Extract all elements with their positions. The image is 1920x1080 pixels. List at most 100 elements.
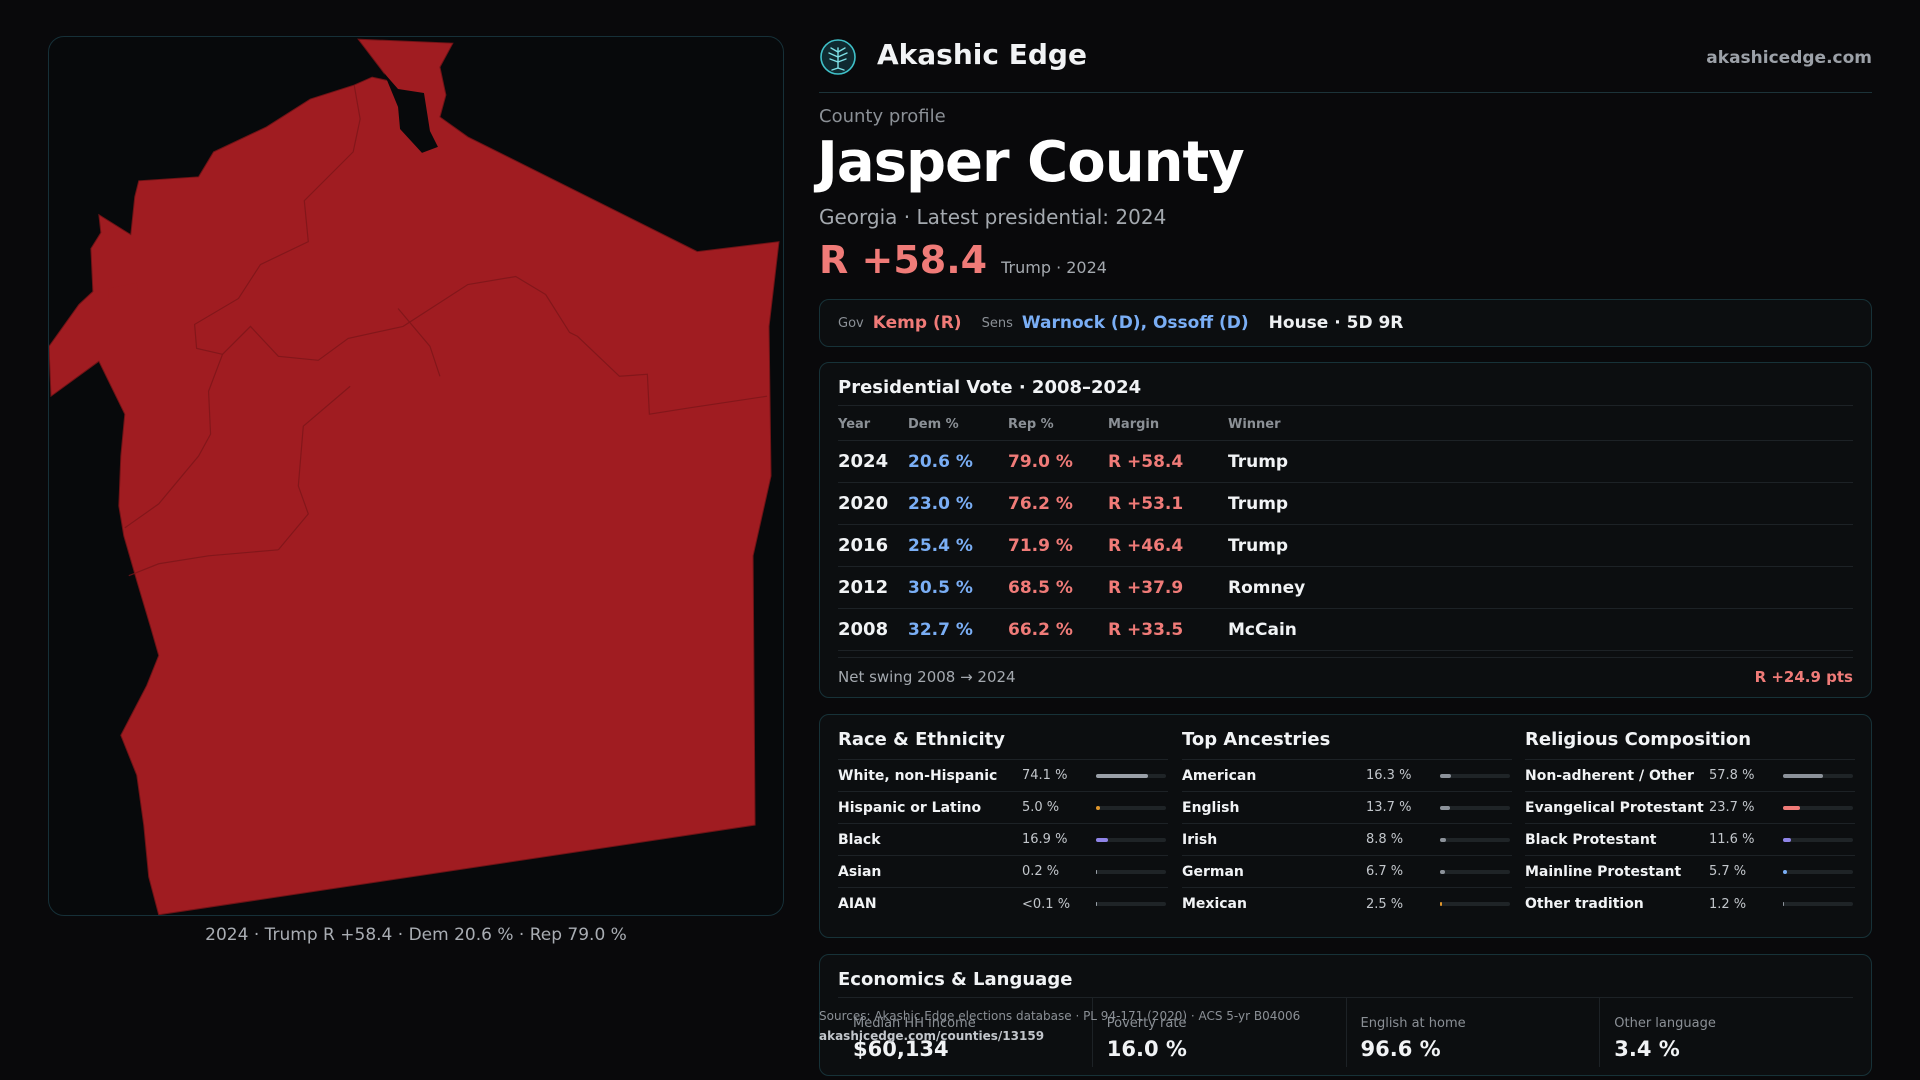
site-domain-link[interactable]: akashicedge.com [1706, 48, 1872, 68]
stat-value: 3.4 % [1614, 1037, 1680, 1061]
tree-logo-icon[interactable] [819, 38, 857, 76]
share-bar [1783, 806, 1853, 810]
cell-rep: 66.2 % [1008, 619, 1073, 640]
item-value: <0.1 % [1022, 896, 1071, 912]
share-bar-fill [1440, 806, 1450, 810]
sources-note: Sources: Akashic Edge elections database… [819, 1006, 1300, 1046]
stat-label: Other language [1614, 1016, 1716, 1031]
item-label: Black [838, 831, 881, 848]
list-item: Other tradition 1.2 % [1525, 888, 1855, 920]
share-bar [1096, 838, 1166, 842]
list-item: English 13.7 % [1182, 792, 1512, 824]
item-label: English [1182, 799, 1240, 816]
share-bar [1440, 806, 1510, 810]
margin-note: Trump · 2024 [1001, 258, 1107, 277]
page-subtitle: Georgia · Latest presidential: 2024 [819, 205, 1167, 229]
list-item: Asian 0.2 % [838, 856, 1168, 888]
table-row: 2024 20.6 % 79.0 % R +58.4 Trump [838, 441, 1853, 483]
share-bar-fill [1096, 902, 1097, 906]
share-bar [1783, 774, 1853, 778]
sources-line: Sources: Akashic Edge elections database… [819, 1009, 1301, 1023]
share-bar [1783, 838, 1853, 842]
list-item: White, non-Hispanic 74.1 % [838, 760, 1168, 792]
share-bar [1440, 870, 1510, 874]
sens-value: Warnock (D), Ossoff (D) [1021, 313, 1249, 333]
cell-margin: R +46.4 [1108, 535, 1184, 556]
item-value: 11.6 % [1709, 832, 1755, 847]
share-bar-fill [1096, 806, 1100, 810]
item-value: 5.0 % [1022, 800, 1060, 815]
brand-name[interactable]: Akashic Edge [877, 38, 1087, 71]
list-item: Evangelical Protestant 23.7 % [1525, 792, 1855, 824]
cell-margin: R +58.4 [1108, 451, 1184, 472]
item-label: American [1182, 767, 1257, 784]
county-shape[interactable] [49, 38, 780, 915]
stat-label: English at home [1360, 1016, 1466, 1031]
share-bar [1440, 774, 1510, 778]
cell-year: 2008 [838, 619, 889, 640]
cell-dem: 23.0 % [908, 493, 973, 514]
cell-year: 2012 [838, 577, 889, 598]
item-label: Non-adherent / Other [1525, 767, 1694, 784]
share-bar-fill [1440, 838, 1447, 842]
share-bar [1096, 870, 1166, 874]
list-item: Hispanic or Latino 5.0 % [838, 792, 1168, 824]
col-winner-header: Winner [1228, 417, 1281, 432]
item-value: 57.8 % [1709, 768, 1755, 783]
list-item: American 16.3 % [1182, 760, 1512, 792]
gov-value: Kemp (R) [872, 313, 962, 333]
list-item: AIAN <0.1 % [838, 888, 1168, 920]
item-label: Evangelical Protestant [1525, 799, 1704, 816]
presidential-vote-card: Presidential Vote · 2008–2024 Year Dem %… [819, 362, 1872, 698]
page-eyebrow: County profile [819, 106, 946, 127]
item-value: 0.2 % [1022, 864, 1060, 879]
share-bar-fill [1096, 838, 1108, 842]
cell-margin: R +37.9 [1108, 577, 1184, 598]
headline-margin: R +58.4 Trump · 2024 [819, 238, 1107, 282]
item-value: 74.1 % [1022, 768, 1068, 783]
share-bar [1783, 902, 1853, 906]
list-item: Irish 8.8 % [1182, 824, 1512, 856]
share-bar [1096, 806, 1166, 810]
share-bar [1096, 902, 1166, 906]
county-map[interactable] [48, 36, 784, 916]
share-bar-fill [1096, 870, 1097, 874]
share-bar-fill [1783, 838, 1792, 842]
cell-dem: 25.4 % [908, 535, 973, 556]
cell-winner: Trump [1228, 493, 1289, 514]
item-label: Mainline Protestant [1525, 863, 1682, 880]
swing-value: R +24.9 pts [1754, 668, 1853, 686]
source-url-link[interactable]: akashicedge.com/counties/13159 [819, 1029, 1045, 1043]
item-value: 23.7 % [1709, 800, 1755, 815]
officials-bar: Gov Kemp (R) Sens Warnock (D), Ossoff (D… [819, 299, 1872, 347]
share-bar-fill [1783, 774, 1824, 778]
cell-margin: R +53.1 [1108, 493, 1184, 514]
share-bar [1440, 902, 1510, 906]
county-shape-map [49, 38, 780, 915]
share-bar-fill [1783, 806, 1800, 810]
item-value: 1.2 % [1709, 896, 1747, 912]
cell-year: 2016 [838, 535, 889, 556]
stat-value: 16.0 % [1106, 1037, 1187, 1061]
share-bar-fill [1440, 902, 1442, 906]
economics-title: Economics & Language [838, 969, 1073, 990]
page-title: Jasper County [817, 130, 1245, 195]
presidential-table: Year Dem % Rep % Margin Winner 2024 20.6… [838, 409, 1853, 651]
item-label: Other tradition [1525, 896, 1644, 912]
cell-dem: 30.5 % [908, 577, 973, 598]
cell-year: 2020 [838, 493, 889, 514]
margin-value: R +58.4 [819, 238, 988, 282]
list-item: Black 16.9 % [838, 824, 1168, 856]
share-bar-fill [1440, 870, 1445, 874]
item-label: AIAN [838, 896, 877, 912]
cell-dem: 32.7 % [908, 619, 973, 640]
col-rep-header: Rep % [1008, 417, 1054, 432]
item-label: Hispanic or Latino [838, 799, 982, 816]
item-value: 5.7 % [1709, 864, 1747, 879]
stat-other-language: Other language 3.4 % [1599, 998, 1853, 1067]
stat-label: Median HH income [853, 1016, 976, 1031]
cell-rep: 71.9 % [1008, 535, 1073, 556]
list-item: Black Protestant 11.6 % [1525, 824, 1855, 856]
cell-year: 2024 [838, 451, 889, 472]
item-label: German [1182, 863, 1244, 880]
